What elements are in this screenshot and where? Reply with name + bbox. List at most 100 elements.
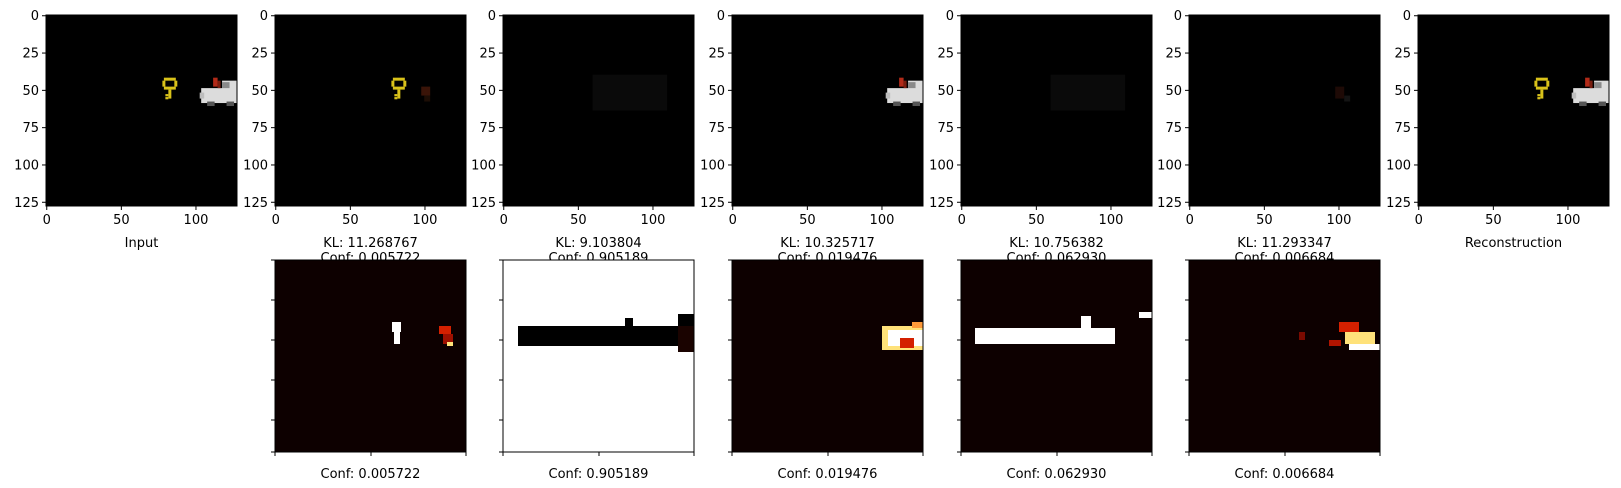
y-tick-label: 25	[1394, 47, 1411, 62]
x-tick-label: 50	[113, 213, 130, 228]
image-pixel-block	[1573, 88, 1609, 104]
conf-caption: Conf: 0.005722	[321, 467, 421, 482]
image-pixel-block	[394, 97, 398, 100]
image-pixel-block	[592, 74, 668, 111]
image-pixel-block	[908, 82, 916, 89]
y-tick-label: 0	[260, 9, 268, 24]
heatmap-mask1	[275, 260, 466, 452]
image-pixel-block	[163, 77, 176, 81]
x-tick-label: 100	[1556, 213, 1581, 228]
image-pixel-block	[1535, 77, 1548, 81]
image-reconstruction	[1418, 15, 1609, 206]
x-tick-label: 0	[500, 213, 508, 228]
x-tick-label: 0	[272, 213, 280, 228]
y-tick-label: 0	[1403, 9, 1411, 24]
y-tick-label: 0	[488, 9, 496, 24]
y-tick-label: 25	[479, 47, 496, 62]
image-pixel-block	[421, 86, 431, 96]
heatmap-mask4	[961, 260, 1152, 452]
image-pixel-block	[899, 77, 904, 87]
kl-caption: KL: 11.293347	[1237, 236, 1332, 251]
x-tick-label: 50	[1485, 213, 1502, 228]
image-slot3	[732, 15, 923, 206]
x-tick-label: 100	[1327, 213, 1352, 228]
axes-frame	[502, 14, 695, 207]
y-tick-label: 75	[251, 121, 268, 136]
image-pixel-block	[1534, 80, 1538, 87]
image-pixel-block	[424, 95, 431, 102]
axes-frame	[45, 14, 238, 207]
image-pixel-block	[1546, 80, 1550, 87]
image-pixel-block	[1579, 101, 1587, 107]
kl-caption: KL: 10.325717	[780, 236, 875, 251]
image-pixel-block	[394, 94, 398, 97]
image-pixel-block	[1139, 312, 1152, 318]
image-pixel-block	[1081, 316, 1091, 330]
y-tick-label: 75	[1394, 121, 1411, 136]
image-pixel-block	[900, 338, 914, 348]
image-pixel-block	[1344, 95, 1351, 102]
image-slot5	[1189, 15, 1380, 206]
image-pixel-block	[392, 86, 405, 90]
y-tick-label: 75	[22, 121, 39, 136]
image-pixel-block	[168, 89, 172, 99]
axes-frame	[1188, 14, 1381, 207]
x-tick-label: 50	[1028, 213, 1045, 228]
panel-mask1: Conf: 0.005722	[271, 259, 467, 482]
image-pixel-block	[222, 82, 230, 89]
x-tick-label: 0	[1415, 213, 1423, 228]
image-pixel-block	[1540, 89, 1544, 99]
x-tick-label: 0	[1186, 213, 1194, 228]
axes-frame	[960, 14, 1153, 207]
image-pixel-block	[518, 326, 694, 346]
axes-frame	[1417, 14, 1610, 207]
y-tick-label: 125	[1157, 196, 1182, 211]
y-tick-label: 25	[937, 47, 954, 62]
image-pixel-block	[217, 80, 221, 89]
image-pixel-block	[1585, 77, 1590, 87]
x-tick-label: 50	[799, 213, 816, 228]
image-pixel-block	[1050, 74, 1126, 111]
axes-frame	[274, 14, 467, 207]
panel-caption: Input	[125, 236, 159, 251]
image-pixel-block	[1537, 94, 1541, 97]
y-tick-label: 125	[471, 196, 496, 211]
axes-frame	[731, 14, 924, 207]
x-tick-label: 0	[729, 213, 737, 228]
panel-input: 0 25 50 75 100 125 0 50 100 Input	[14, 9, 238, 251]
image-pixel-block	[1345, 332, 1375, 344]
image-pixel-block	[1535, 86, 1548, 90]
image-pixel-block	[678, 326, 694, 352]
y-tick-label: 0	[1174, 9, 1182, 24]
image-pixel-block	[163, 86, 176, 90]
conf-caption: Conf: 0.905189	[549, 467, 649, 482]
image-pixel-block	[447, 342, 453, 346]
y-tick-label: 25	[251, 47, 268, 62]
image-pixel-block	[174, 80, 178, 87]
y-tick-label: 100	[14, 158, 39, 173]
image-pixel-block	[165, 97, 169, 100]
heatmap-mask3	[732, 260, 923, 452]
y-tick-label: 75	[708, 121, 725, 136]
image-pixel-block	[397, 89, 401, 99]
y-tick-label: 0	[946, 9, 954, 24]
image-pixel-block	[1571, 92, 1577, 99]
y-tick-label: 125	[700, 196, 725, 211]
bottom-row: Conf: 0.005722 Conf: 0.905189 Conf: 0.0194…	[271, 259, 1381, 482]
x-tick-label: 100	[1099, 213, 1124, 228]
image-pixel-block	[213, 77, 218, 87]
y-tick-label: 125	[14, 196, 39, 211]
image-slot1	[275, 15, 466, 206]
image-pixel-block	[1349, 344, 1380, 350]
x-tick-label: 50	[570, 213, 587, 228]
x-tick-label: 100	[870, 213, 895, 228]
y-tick-label: 100	[1386, 158, 1411, 173]
y-tick-label: 0	[31, 9, 39, 24]
y-tick-label: 100	[700, 158, 725, 173]
y-tick-label: 100	[1157, 158, 1182, 173]
panel-mask5: Conf: 0.006684	[1185, 259, 1381, 482]
